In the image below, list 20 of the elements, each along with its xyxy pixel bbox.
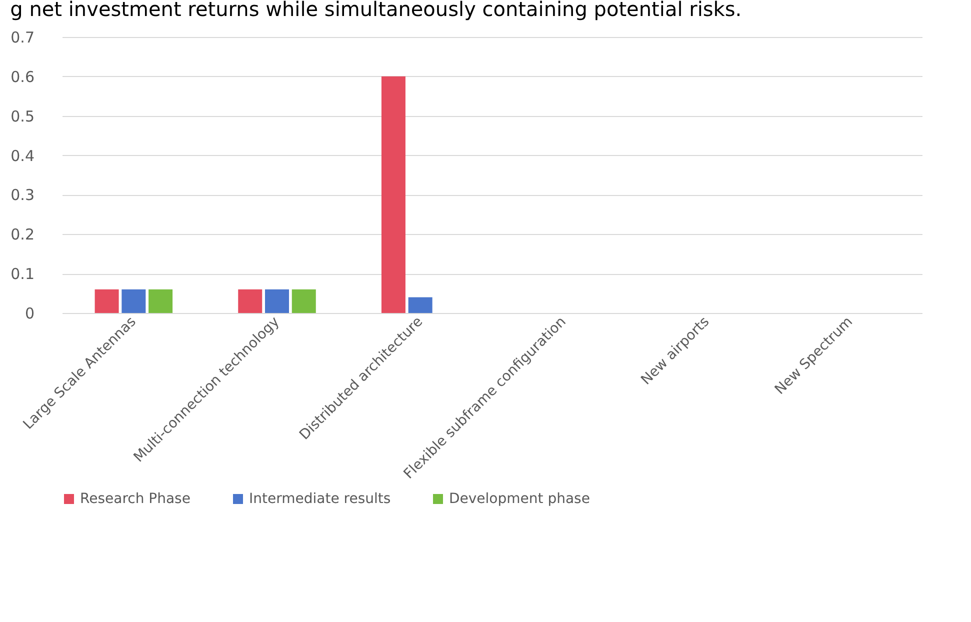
y-tick-label: 0.2 [10,226,34,244]
bar [408,297,432,313]
bar [238,289,262,313]
chart-title: g net investment returns while simultaneously containing potential risks. [10,0,742,21]
y-tick-label: 0.5 [10,107,34,126]
y-tick-label: 0.1 [10,265,34,284]
legend-label: Intermediate results [249,491,391,507]
bar [292,289,316,313]
y-tick-label: 0.7 [10,28,34,46]
legend-label: Development phase [449,491,590,507]
bar [381,76,406,313]
y-tick-label: 0.4 [10,146,34,165]
bar [94,289,119,313]
bar [122,289,146,313]
y-tick-label: 0 [24,304,34,322]
legend-label: Research Phase [80,491,190,507]
y-tick-label: 0.6 [10,68,34,86]
y-tick-label: 0.3 [10,186,34,204]
bar [265,289,289,313]
bar [148,289,173,313]
